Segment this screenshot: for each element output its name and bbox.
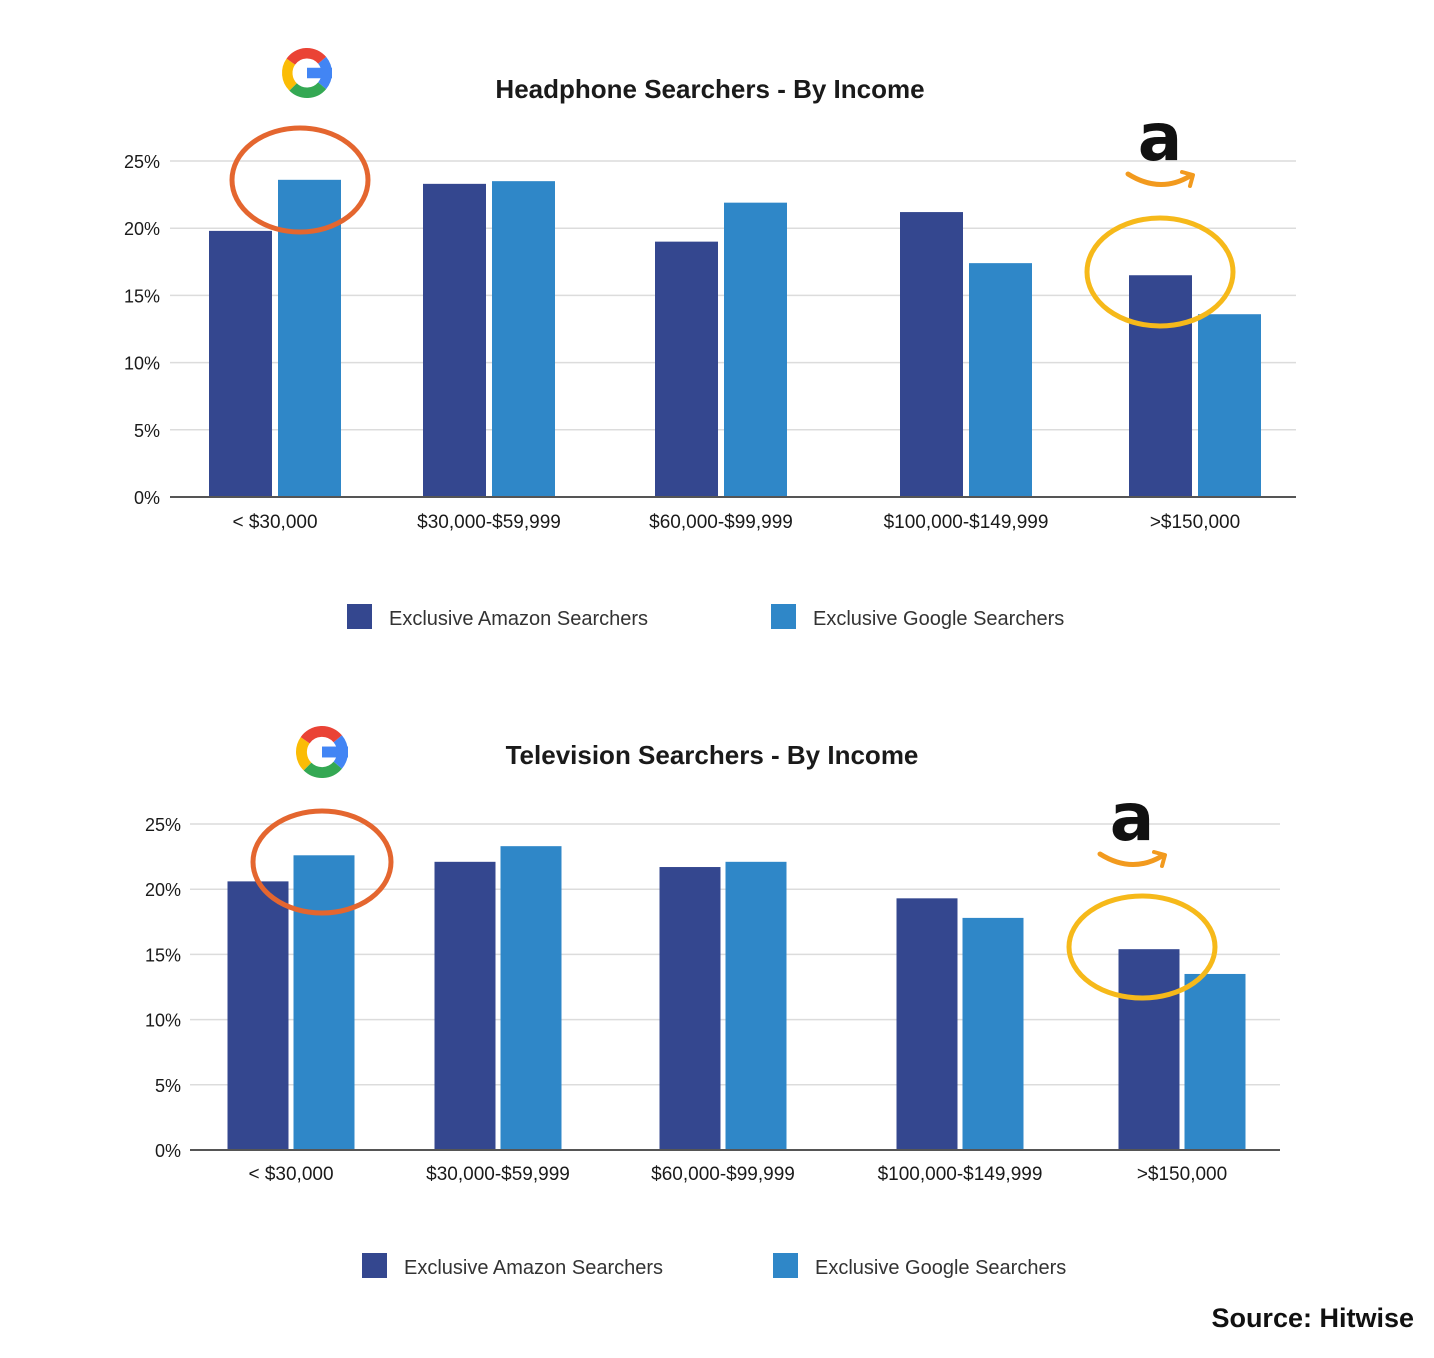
y-tick-label: 5% <box>155 1076 181 1096</box>
legend-label: Exclusive Google Searchers <box>815 1257 1066 1279</box>
google-highlight-circle <box>229 125 371 235</box>
y-tick-label: 20% <box>124 219 160 239</box>
bar-google <box>724 202 787 497</box>
y-tick-label: 0% <box>155 1141 181 1161</box>
bar-google <box>1198 314 1261 497</box>
bar-amazon <box>1118 949 1180 1150</box>
amazon-logo-icon: a <box>1125 99 1195 188</box>
x-category-label: < $30,000 <box>248 1164 333 1185</box>
amazon-logo-smile <box>1097 851 1165 867</box>
amazon-logo-icon: a <box>1097 779 1167 868</box>
amazon-logo-arrow <box>1152 850 1167 868</box>
x-category-label: $100,000-$149,999 <box>878 1164 1043 1185</box>
y-tick-label: 20% <box>145 880 181 900</box>
y-tick-label: 10% <box>124 354 160 374</box>
amazon-highlight-circle <box>1084 215 1236 329</box>
amazon-logo-letter: a <box>1138 99 1183 176</box>
bar-amazon <box>900 212 963 497</box>
legend-square-icon <box>347 604 372 629</box>
source-note: Source: Hitwise <box>1211 1303 1414 1333</box>
bar-google <box>1184 973 1246 1150</box>
google-logo-icon <box>282 48 332 98</box>
y-tick-label: 5% <box>134 421 160 441</box>
y-tick-label: 25% <box>124 152 160 172</box>
bar-amazon <box>896 898 958 1150</box>
x-category-label: $60,000-$99,999 <box>651 1164 795 1185</box>
bar-amazon <box>227 881 289 1150</box>
chart-title: Television Searchers - By Income <box>506 740 919 770</box>
x-category-label: $100,000-$149,999 <box>884 512 1049 533</box>
amazon-logo-smile <box>1125 171 1193 187</box>
amazon-logo-letter: a <box>1110 779 1155 856</box>
legend-square-icon <box>771 604 796 629</box>
google-logo-yellow-arc <box>282 58 298 91</box>
bar-google <box>725 861 787 1150</box>
y-tick-label: 10% <box>145 1011 181 1031</box>
legend-square-icon <box>773 1253 798 1278</box>
bar-amazon <box>655 241 718 497</box>
bar-amazon <box>423 183 486 497</box>
google-logo-yellow-arc <box>296 737 312 771</box>
chart-1: Headphone Searchers - By Income 0% 5% 10% 15… <box>124 48 1296 630</box>
amazon-highlight-circle <box>1066 893 1218 1001</box>
y-tick-label: 0% <box>134 488 160 508</box>
bar-google <box>962 917 1024 1150</box>
google-highlight-circle <box>250 808 394 916</box>
y-tick-label: 15% <box>124 286 160 306</box>
x-category-label: >$150,000 <box>1137 1164 1227 1185</box>
legend-label: Exclusive Amazon Searchers <box>404 1257 663 1279</box>
legend-label: Exclusive Amazon Searchers <box>389 608 648 630</box>
legend-square-icon <box>362 1253 387 1278</box>
chart-title: Headphone Searchers - By Income <box>495 74 924 104</box>
bar-amazon <box>209 230 272 497</box>
google-logo-red-arc <box>286 48 327 66</box>
bar-amazon <box>659 867 721 1150</box>
google-logo-green-arc <box>289 81 327 98</box>
google-logo-red-arc <box>300 726 342 744</box>
amazon-logo-arrow <box>1180 170 1195 188</box>
bar-google <box>492 181 555 497</box>
chart-2: Television Searchers - By Income 0% 5% 10% 1… <box>145 726 1280 1279</box>
x-category-label: $60,000-$99,999 <box>649 512 793 533</box>
x-category-label: $30,000-$59,999 <box>426 1164 570 1185</box>
google-logo-green-arc <box>303 761 342 778</box>
x-category-label: $30,000-$59,999 <box>417 512 561 533</box>
google-logo-bar <box>307 67 332 79</box>
google-logo-icon <box>296 726 348 778</box>
y-tick-label: 15% <box>145 945 181 965</box>
legend: Exclusive Amazon Searchers Exclusive Goog… <box>362 1253 1066 1279</box>
bar-amazon <box>1129 275 1192 497</box>
x-category-label: < $30,000 <box>232 512 317 533</box>
legend: Exclusive Amazon Searchers Exclusive Goog… <box>347 604 1064 630</box>
bar-google <box>500 846 562 1150</box>
bar-amazon <box>434 861 496 1150</box>
y-tick-label: 25% <box>145 815 181 835</box>
bar-google <box>293 855 355 1150</box>
x-category-label: >$150,000 <box>1150 512 1240 533</box>
legend-label: Exclusive Google Searchers <box>813 608 1064 630</box>
google-logo-bar <box>322 746 348 758</box>
bar-google <box>969 263 1032 497</box>
